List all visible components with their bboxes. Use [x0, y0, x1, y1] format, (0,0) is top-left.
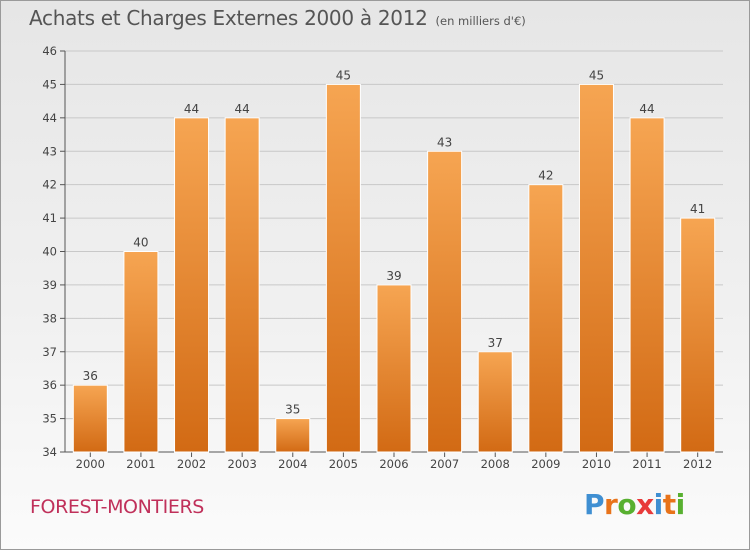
logo-letter: i — [675, 488, 686, 521]
bar — [578, 83, 614, 453]
logo-letter: o — [617, 488, 637, 521]
x-tick-label: 2012 — [683, 457, 712, 471]
data-label: 40 — [133, 236, 148, 250]
x-tick-label: 2000 — [76, 457, 105, 471]
y-tick-label: 45 — [42, 77, 57, 91]
logo-letter: P — [584, 488, 605, 521]
y-tick-label: 42 — [42, 178, 57, 192]
x-tick-label: 2008 — [481, 457, 510, 471]
x-tick-label: 2010 — [582, 457, 611, 471]
town-name: FOREST-MONTIERS — [30, 496, 204, 518]
x-tick-label: 2009 — [531, 457, 560, 471]
x-tick-label: 2005 — [329, 457, 358, 471]
y-tick-label: 46 — [42, 44, 57, 58]
data-label: 44 — [639, 102, 654, 116]
y-tick-label: 41 — [42, 211, 57, 225]
y-tick-label: 37 — [42, 345, 57, 359]
data-label: 35 — [285, 403, 300, 417]
x-tick-label: 2001 — [126, 457, 155, 471]
data-label: 36 — [83, 369, 98, 383]
chart-title-text: Achats et Charges Externes 2000 à 2012 — [29, 6, 428, 30]
logo-letter: i — [653, 488, 664, 521]
bar — [325, 83, 361, 453]
data-label: 43 — [437, 135, 452, 149]
y-tick-label: 44 — [42, 111, 57, 125]
chart-subtitle: (en milliers d'€) — [435, 14, 526, 28]
bar — [427, 150, 463, 453]
data-label: 45 — [589, 68, 604, 82]
data-label: 45 — [336, 68, 351, 82]
bar — [528, 184, 564, 453]
y-tick-label: 36 — [42, 378, 57, 392]
logo-letter: x — [636, 488, 654, 521]
data-label: 37 — [488, 336, 503, 350]
y-tick-label: 39 — [42, 278, 57, 292]
bar — [123, 251, 159, 453]
data-label: 44 — [184, 102, 199, 116]
proxiti-logo[interactable]: Proxiti — [584, 488, 685, 521]
x-tick-label: 2004 — [278, 457, 307, 471]
bar — [72, 384, 108, 453]
data-labels: 36 40 44 44 35 45 39 43 37 42 45 44 41 — [83, 68, 706, 416]
bar — [376, 284, 412, 453]
logo-letter: t — [662, 488, 676, 521]
bars — [72, 83, 716, 453]
chart-title: Achats et Charges Externes 2000 à 2012 (e… — [29, 6, 526, 30]
bar — [224, 117, 260, 453]
y-tick-label: 34 — [42, 445, 57, 459]
x-tick-label: 2011 — [632, 457, 661, 471]
logo-letter: r — [604, 488, 618, 521]
y-tick-labels: 34 35 36 37 38 39 40 41 42 43 44 45 46 — [42, 44, 57, 459]
data-label: 42 — [538, 169, 553, 183]
x-tick-label: 2007 — [430, 457, 459, 471]
bar — [477, 351, 513, 453]
y-tick-label: 40 — [42, 245, 57, 259]
bar — [680, 217, 716, 453]
bar — [275, 418, 311, 453]
x-tick-label: 2002 — [177, 457, 206, 471]
x-tick-labels: 2000 2001 2002 2003 2004 2005 2006 2007 2008 2009… — [76, 457, 713, 471]
x-tick-label: 2006 — [379, 457, 408, 471]
x-tick-label: 2003 — [228, 457, 257, 471]
bar — [629, 117, 665, 453]
y-tick-label: 43 — [42, 144, 57, 158]
data-label: 39 — [386, 269, 401, 283]
y-tick-label: 38 — [42, 311, 57, 325]
bar — [174, 117, 210, 453]
data-label: 41 — [690, 202, 705, 216]
y-tick-label: 35 — [42, 412, 57, 426]
data-label: 44 — [235, 102, 250, 116]
